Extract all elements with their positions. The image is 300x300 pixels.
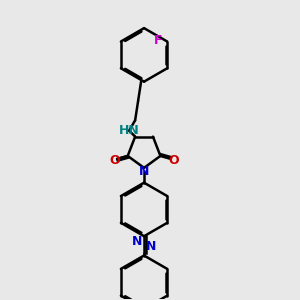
Text: O: O [109, 154, 120, 167]
Text: HN: HN [119, 124, 140, 137]
Text: N: N [146, 240, 156, 253]
Text: N: N [132, 236, 143, 248]
Text: O: O [169, 154, 179, 167]
Text: N: N [139, 165, 149, 178]
Text: F: F [154, 34, 163, 46]
